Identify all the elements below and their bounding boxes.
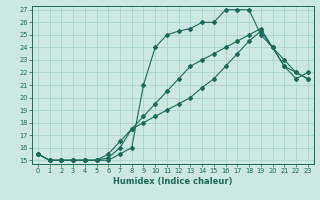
X-axis label: Humidex (Indice chaleur): Humidex (Indice chaleur) <box>113 177 233 186</box>
